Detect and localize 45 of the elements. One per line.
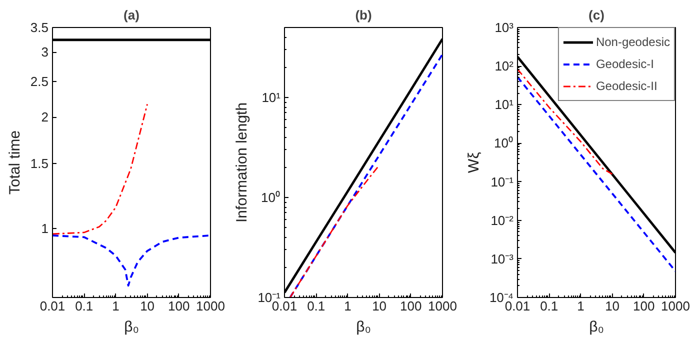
y-tick-label: 3 — [41, 44, 49, 60]
x-tick-label: 1000 — [428, 298, 457, 314]
x-tick-label: 10 — [605, 298, 620, 314]
x-tick-label: 100 — [400, 298, 422, 314]
y-tick-label: 10⁻³ — [490, 251, 514, 266]
y-tick-label: 2.5 — [30, 74, 49, 89]
legend-label: Non-geodesic — [596, 35, 670, 49]
y-axis-title: Total time — [6, 130, 24, 195]
x-tick-label: 1 — [577, 298, 584, 314]
y-tick-label: 1.5 — [30, 156, 49, 171]
y-tick-label: 10³ — [494, 20, 514, 35]
y-axis-title: Wξ — [465, 152, 482, 173]
x-tick-label: 0.1 — [540, 298, 558, 314]
y-tick-label: 10⁻¹ — [490, 174, 514, 190]
x-axis-title: β₀ — [589, 318, 604, 336]
x-tick-label: 0.1 — [75, 298, 94, 314]
y-tick-label: 10¹ — [262, 90, 282, 105]
x-tick-label: 100 — [168, 298, 190, 314]
chart-title: (b) — [355, 8, 372, 22]
x-tick-label: 10 — [372, 298, 387, 314]
x-axis-title: β₀ — [124, 318, 139, 336]
x-tick-label: 1 — [344, 298, 352, 314]
y-tick-label: 10² — [494, 58, 514, 74]
chart-title: (c) — [588, 8, 604, 22]
legend-label: Geodesic-I — [596, 57, 654, 71]
x-tick-label: 0.01 — [40, 298, 66, 314]
x-tick-label: 1000 — [196, 298, 225, 314]
x-axis-title: β₀ — [356, 318, 371, 336]
x-tick-label: 100 — [633, 298, 655, 314]
y-tick-label: 10⁰ — [494, 136, 514, 151]
x-tick-label: 0.01 — [272, 298, 298, 314]
x-tick-label: 1 — [112, 298, 120, 314]
y-tick-label: 2 — [41, 110, 49, 125]
y-axis-title: Information length — [234, 102, 251, 223]
y-tick-label: 1 — [41, 220, 49, 236]
y-tick-label: 10⁻² — [490, 212, 514, 228]
y-tick-label: 10¹ — [494, 97, 514, 112]
y-tick-label: 3.5 — [30, 20, 49, 35]
chart-title: (a) — [124, 8, 140, 22]
y-tick-label: 10⁰ — [261, 190, 281, 205]
x-tick-label: 0.1 — [307, 298, 326, 314]
x-tick-label: 1000 — [661, 298, 690, 314]
x-tick-label: 10 — [140, 298, 155, 314]
legend-label: Geodesic-II — [596, 79, 658, 93]
x-tick-label: 0.01 — [504, 298, 530, 314]
